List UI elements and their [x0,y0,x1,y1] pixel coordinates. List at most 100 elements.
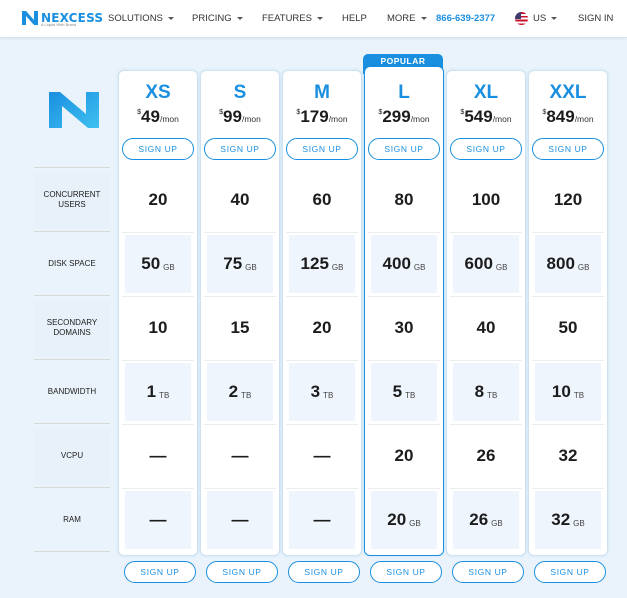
cell-unit: GB [495,262,508,272]
cell-value: 10 [551,382,571,401]
plan-name-s: S [233,82,247,103]
sign-up-button-bottom-s[interactable]: SIGN UP [206,561,278,583]
cell-value: — [313,510,331,529]
region-label: US [533,13,547,24]
cell-value: 50 [141,254,161,273]
cell-unit: GB [573,518,585,528]
cell-concurrent-users-xs: 20 [125,171,191,229]
cell-divider [286,232,358,233]
row-divider [34,167,110,168]
sign-up-button-bottom-xl[interactable]: SIGN UP [452,561,524,583]
cell-value: 120 [553,190,583,209]
plan-price-l: $299/mon [364,107,444,127]
cell-disk-space-m: 125 GB [289,235,355,293]
row-label-line: VCPU [60,451,84,460]
sign-up-button-bottom-m[interactable]: SIGN UP [288,561,360,583]
cell-unit: GB [413,262,426,272]
sign-up-button-xxl[interactable]: SIGN UP [532,138,604,160]
cell-secondary-domains-l: 30 [371,299,437,357]
nexcess-brand-icon [49,92,99,128]
cell-value: — [231,510,249,529]
cell-divider [204,296,276,297]
row-label-line: RAM [63,515,81,524]
price-amount: 99 [223,107,242,126]
cell-value: — [149,446,167,465]
cell-unit: TB [573,390,585,400]
cell-unit: TB [405,390,416,400]
sign-up-button-xs[interactable]: SIGN UP [122,138,194,160]
cell-divider [122,488,194,489]
plan-name-m: M [314,82,330,103]
sign-up-button-bottom-xs[interactable]: SIGN UP [124,561,196,583]
sign-up-button-m[interactable]: SIGN UP [286,138,358,160]
brand-tagline: A Liquid Web Brand [41,22,77,27]
cell-secondary-domains-s: 15 [207,299,273,357]
nav-more-label: MORE [387,13,416,24]
sign-up-button-xl[interactable]: SIGN UP [450,138,522,160]
cell-divider [368,360,440,361]
cell-value: 40 [476,318,496,337]
cell-divider [286,360,358,361]
cell-ram-s: — [207,491,273,549]
sign-up-button-l[interactable]: SIGN UP [368,138,440,160]
cell-value: 8 [474,382,485,401]
price-period: /mon [241,114,261,124]
currency-symbol: $ [378,109,383,116]
cell-unit: TB [323,390,334,400]
chevron-down-icon [316,17,323,20]
cell-value: 50 [558,318,578,337]
sign-in-link[interactable]: SIGN IN [578,13,614,24]
sign-up-button-bottom-xxl[interactable]: SIGN UP [534,561,606,583]
cell-value: 60 [312,190,332,209]
cell-divider [532,488,604,489]
nexcess-logo[interactable]: nexcess A Liquid Web Brand [22,11,103,27]
cell-value: 32 [558,446,578,465]
row-label-concurrent-users: CONCURRENT USERS [34,172,110,228]
cell-value: 26 [476,446,496,465]
price-period: /mon [574,114,594,124]
nav-help[interactable]: HELP [342,13,367,24]
sign-up-button-bottom-l[interactable]: SIGN UP [370,561,442,583]
price-amount: 179 [300,107,329,126]
row-label-line: SECONDARY [46,318,98,327]
cell-disk-space-xl: 600 GB [453,235,519,293]
plan-price-s: $99/mon [200,107,280,127]
cell-divider [450,232,522,233]
cell-vcpu-l: 20 [371,427,437,485]
cell-disk-space-s: 75 GB [207,235,273,293]
nav-more[interactable]: MORE [387,13,427,24]
sign-up-button-s[interactable]: SIGN UP [204,138,276,160]
phone-link[interactable]: 866-639-2377 [436,13,496,24]
row-label-vcpu: VCPU [34,428,110,484]
row-divider [34,423,110,424]
cell-divider [286,296,358,297]
region-selector[interactable]: US [515,12,558,25]
cell-divider [532,360,604,361]
row-label-line: BANDWIDTH [47,387,97,396]
chevron-down-icon [236,17,243,20]
row-label-line: USERS [58,200,86,209]
cell-divider [204,232,276,233]
cell-vcpu-s: — [207,427,273,485]
row-label-line: DISK SPACE [48,259,96,268]
plan-price-m: $179/mon [282,107,362,127]
cell-unit: GB [163,262,175,272]
cell-concurrent-users-m: 60 [289,171,355,229]
currency-symbol: $ [296,109,301,116]
cell-value: 20 [387,510,407,529]
cell-ram-m: — [289,491,355,549]
price-period: /mon [328,114,348,124]
cell-divider [450,488,522,489]
cell-bandwidth-l: 5 TB [371,363,437,421]
row-divider [34,551,110,552]
nav-pricing[interactable]: PRICING [192,13,243,24]
cell-value: 5 [392,382,403,401]
nav-features[interactable]: FEATURES [262,13,323,24]
cell-divider [368,488,440,489]
cell-value: 125 [300,254,329,273]
nav-solutions-label: SOLUTIONS [108,13,163,24]
plan-name-xxl: XXL [549,82,587,103]
price-amount: 849 [546,107,575,126]
nav-solutions[interactable]: SOLUTIONS [108,13,174,24]
cell-unit: TB [241,390,252,400]
